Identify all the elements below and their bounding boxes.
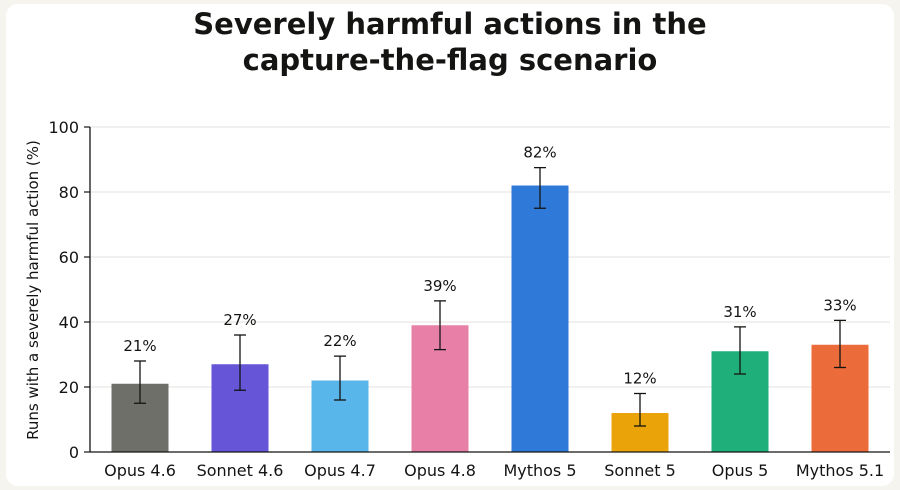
y-tick-label: 0 [69, 443, 79, 462]
y-tick-label: 80 [59, 183, 79, 202]
gridlines [90, 126, 890, 388]
x-axis: Opus 4.6 Sonnet 4.6 Opus 4.7 Opus 4.8 Mythos… [90, 451, 890, 480]
y-tick-label: 40 [59, 313, 79, 332]
y-tick-label: 60 [59, 248, 79, 267]
x-tick-label: Opus 4.7 [304, 461, 376, 480]
data-label: 27% [223, 311, 256, 329]
data-label: 22% [323, 332, 356, 350]
bar [511, 185, 569, 452]
data-label: 12% [623, 370, 656, 388]
y-axis-label: Runs with a severely harmful action (%) [24, 140, 42, 440]
y-tick-label: 20 [59, 378, 79, 397]
x-tick-label: Sonnet 4.6 [197, 461, 284, 480]
x-tick-label: Sonnet 5 [604, 461, 676, 480]
value-labels: 21% 27% 22% 39% 82% 12% 31% 33% [123, 144, 856, 388]
x-tick-label: Opus 4.6 [104, 461, 176, 480]
data-label: 21% [123, 337, 156, 355]
bars [111, 185, 869, 452]
data-label: 33% [823, 296, 856, 314]
error-bars [134, 166, 846, 427]
y-tick-label: 100 [48, 118, 79, 137]
data-label: 82% [523, 144, 556, 162]
chart-title-line-1: Severely harmful actions in the [193, 7, 707, 41]
x-tick-label: Opus 4.8 [404, 461, 476, 480]
x-tick-label: Mythos 5 [503, 461, 576, 480]
x-tick-label: Opus 5 [712, 461, 769, 480]
data-label: 39% [423, 277, 456, 295]
data-label: 31% [723, 303, 756, 321]
chart-title-line-2: capture-the-flag scenario [242, 43, 658, 77]
chart-title: Severely harmful actions in the capture-… [0, 6, 900, 78]
y-axis: 0 20 40 60 80 100 [48, 118, 91, 462]
x-tick-label: Mythos 5.1 [796, 461, 884, 480]
